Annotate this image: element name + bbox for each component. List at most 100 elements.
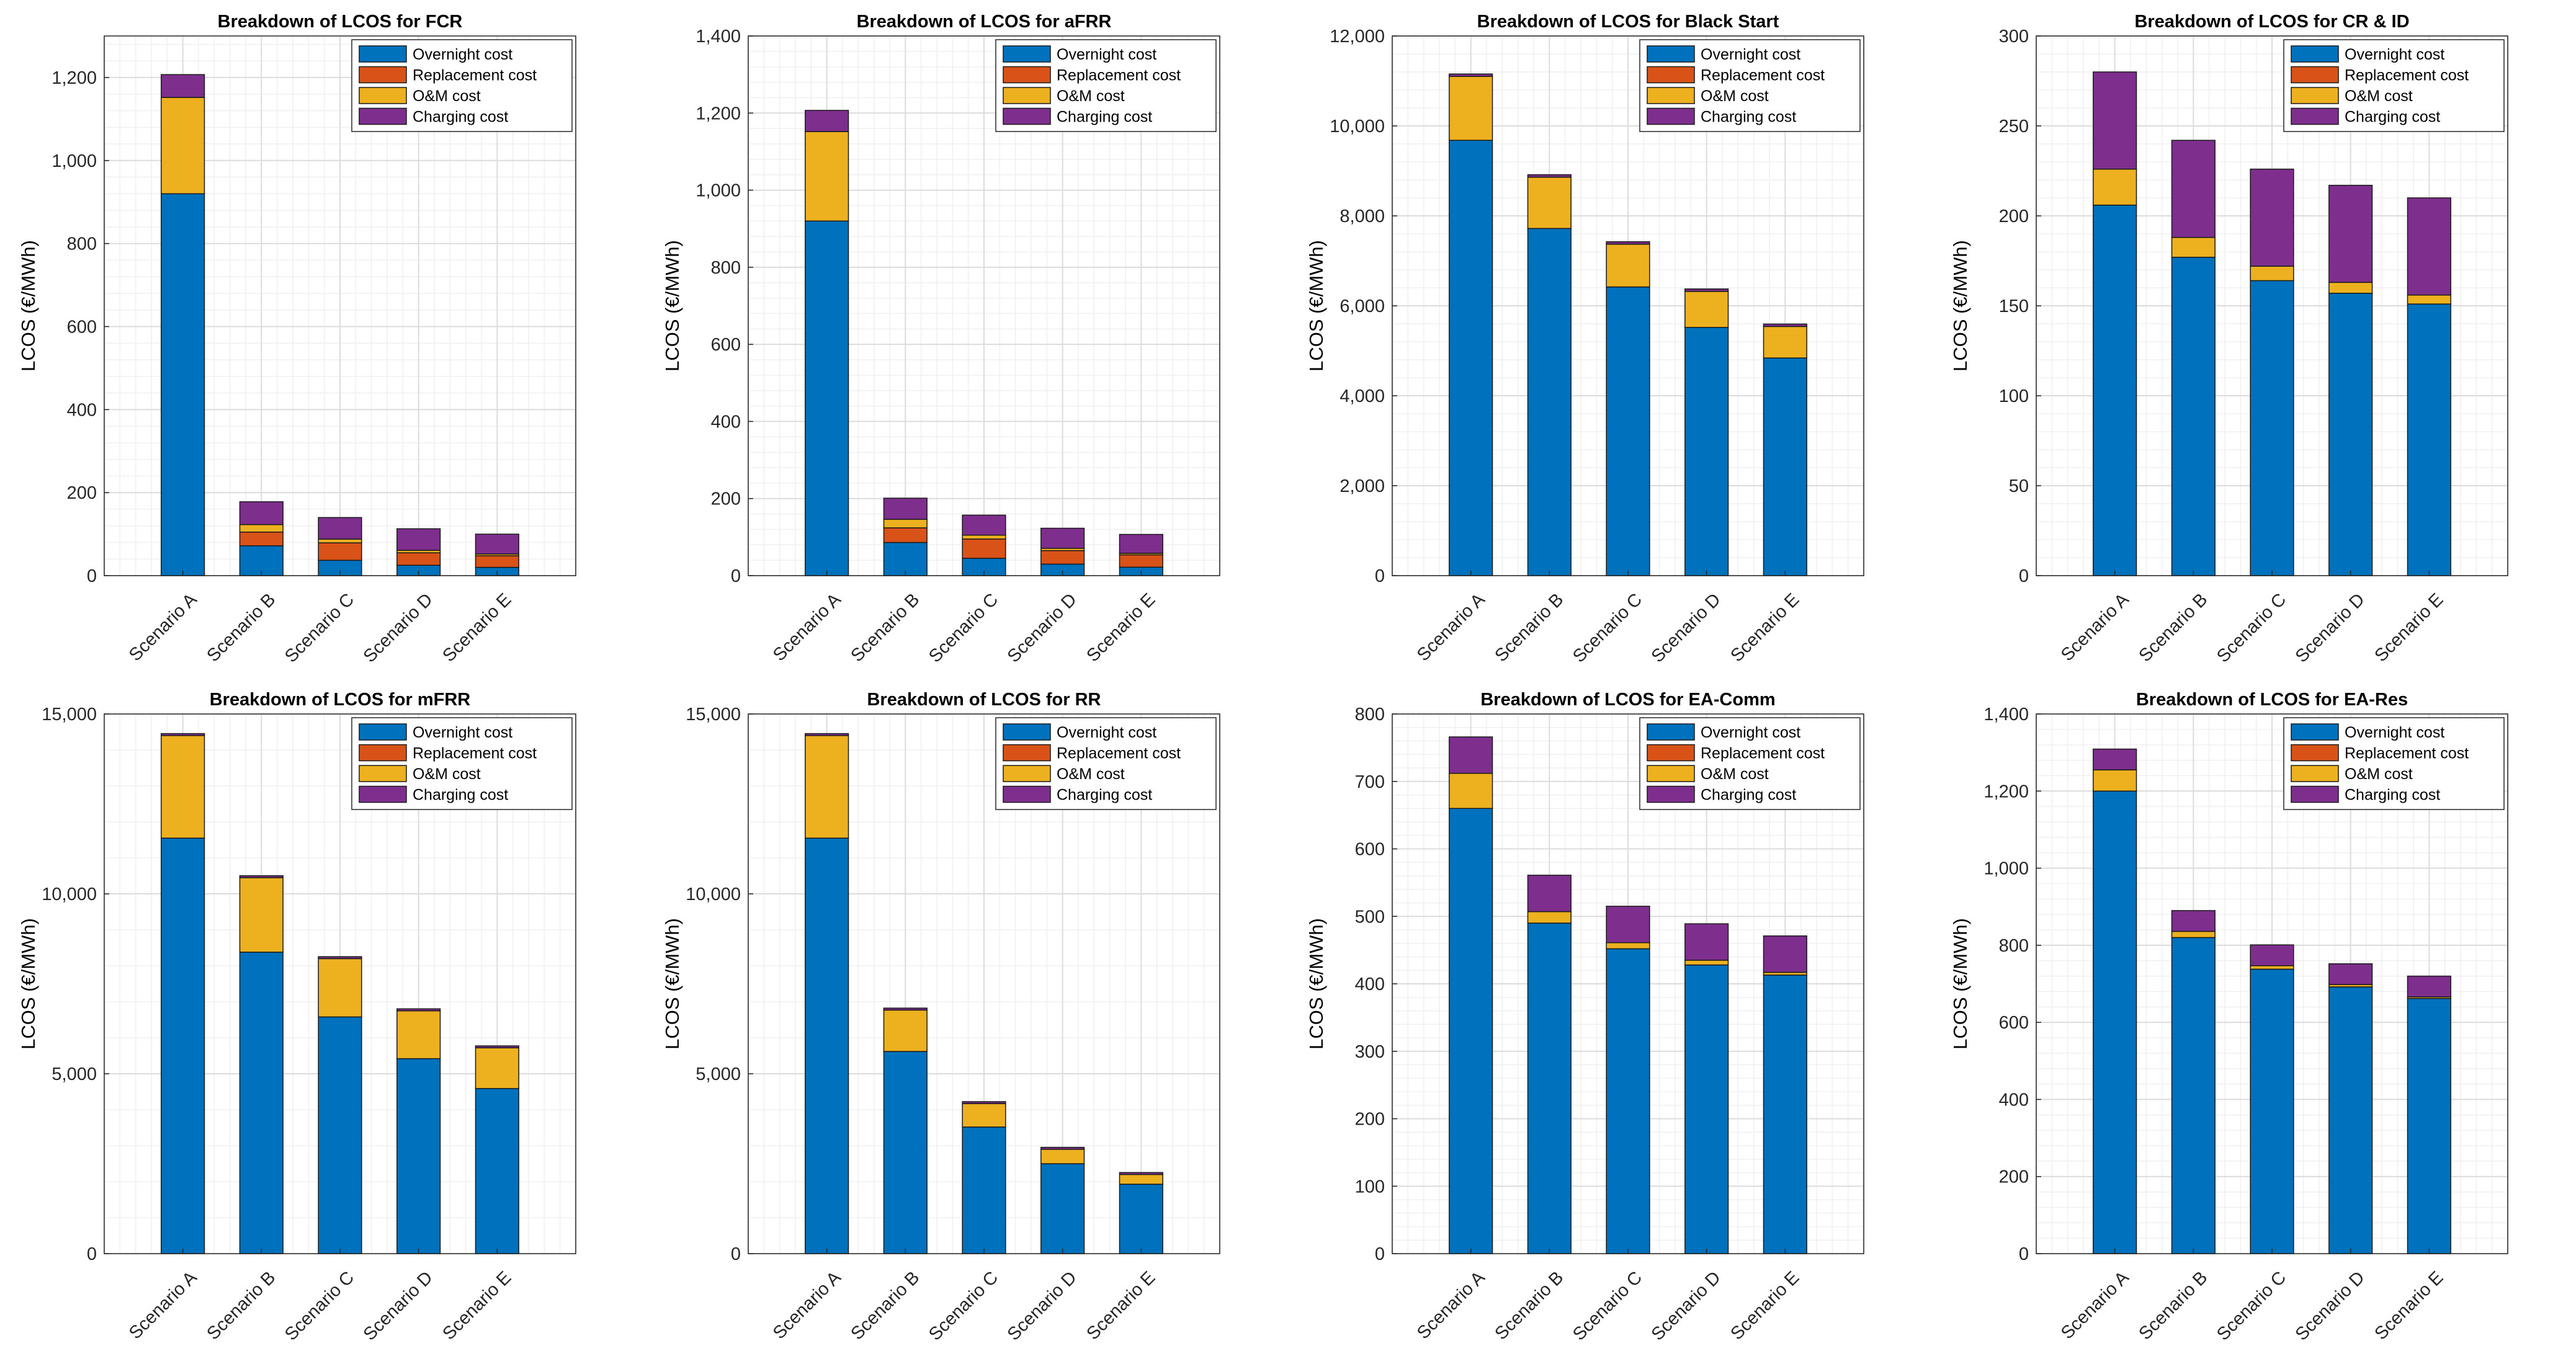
y-tick-label: 700 — [1355, 772, 1385, 792]
bar-segment-om — [2093, 168, 2137, 206]
bar-segment-replacement — [318, 542, 362, 561]
legend-label: Charging cost — [413, 109, 508, 126]
y-tick-label: 300 — [1999, 27, 2029, 47]
legend-label: O&M cost — [1057, 765, 1125, 783]
bar-segment-om — [161, 735, 205, 839]
legend-label: Overnight cost — [2345, 46, 2444, 63]
bar-segment-overnight — [161, 193, 205, 576]
legend-label: Charging cost — [2345, 109, 2440, 126]
bar-segment-charging — [1449, 736, 1493, 774]
chart-svg: Scenario A Scenario B Scenario C Scenario D… — [1949, 12, 2508, 667]
chart-panel: Scenario A Scenario B Scenario C Scenario D… — [0, 0, 644, 678]
legend-swatch-overnight — [1647, 723, 1695, 741]
x-tick-label: Scenario E — [439, 589, 515, 666]
bar-segment-om — [2407, 294, 2451, 305]
chart-svg: Scenario A Scenario B Scenario C Scenario D… — [1949, 690, 2508, 1345]
x-tick-label: Scenario C — [281, 589, 358, 666]
y-tick-label: 15,000 — [42, 705, 97, 725]
legend-label: O&M cost — [1057, 87, 1125, 105]
x-tick-label: Scenario B — [203, 589, 279, 666]
bar-segment-replacement — [396, 552, 441, 566]
bar-segment-replacement — [475, 555, 519, 568]
chart-panel: Scenario A Scenario B Scenario C Scenario D… — [1288, 678, 1932, 1356]
bar-segment-overnight — [161, 837, 205, 1254]
legend-label: Charging cost — [1057, 787, 1152, 804]
bar-segment-charging — [1527, 875, 1572, 912]
bar-segment-om — [1040, 1149, 1085, 1164]
bar-segment-om — [2250, 965, 2294, 970]
legend-swatch-overnight — [2291, 45, 2339, 63]
x-tick-label: Scenario C — [1569, 1267, 1646, 1344]
y-tick-label: 100 — [1999, 386, 2029, 406]
y-tick-label: 600 — [1355, 840, 1385, 860]
y-tick-label: 0 — [731, 1244, 741, 1264]
legend-label: Replacement cost — [2345, 67, 2469, 84]
x-tick-label: Scenario A — [125, 589, 201, 665]
y-tick-label: 200 — [67, 483, 97, 503]
bar-segment-charging — [2171, 910, 2216, 932]
bar-segment-charging — [318, 517, 362, 540]
legend-swatch-om — [1647, 765, 1695, 782]
bar-segment-charging — [396, 1008, 441, 1012]
y-tick-label: 10,000 — [1330, 117, 1385, 136]
x-tick-label: Scenario A — [2057, 589, 2133, 665]
chart-panel: Scenario A Scenario B Scenario C Scenario D… — [1932, 0, 2576, 678]
x-tick-label: Scenario A — [2057, 1267, 2133, 1343]
legend-label: O&M cost — [413, 765, 481, 783]
legend-label: Replacement cost — [413, 745, 537, 762]
chart-svg: Scenario A Scenario B Scenario C Scenario D… — [661, 12, 1220, 667]
bar-segment-charging — [2171, 140, 2216, 238]
y-tick-label: 5,000 — [51, 1064, 97, 1084]
bar-segment-charging — [962, 514, 1006, 536]
bar-segment-overnight — [805, 837, 849, 1254]
x-tick-label: Scenario C — [2213, 589, 2290, 666]
chart-title: Breakdown of LCOS for EA-Comm — [1480, 690, 1775, 710]
y-axis-label: LCOS (€/MWh) — [1949, 918, 1971, 1050]
legend-swatch-om — [359, 765, 407, 782]
y-tick-label: 0 — [1375, 566, 1385, 586]
bar-segment-charging — [239, 501, 284, 525]
bar-segment-charging — [1684, 923, 1729, 961]
legend-label: Overnight cost — [1057, 724, 1156, 741]
y-tick-label: 600 — [1999, 1013, 2029, 1033]
bar-segment-charging — [1763, 935, 1807, 973]
legend-label: O&M cost — [2345, 87, 2413, 105]
legend-swatch-overnight — [1003, 45, 1051, 63]
y-axis-label: LCOS (€/MWh) — [17, 918, 39, 1050]
x-tick-label: Scenario E — [1727, 1267, 1803, 1344]
bar-segment-charging — [1606, 906, 1650, 943]
legend-swatch-overnight — [2291, 723, 2339, 741]
bar-segment-charging — [1763, 323, 1807, 328]
chart-panel: Scenario A Scenario B Scenario C Scenario D… — [644, 678, 1288, 1356]
y-tick-label: 0 — [1375, 1244, 1385, 1264]
bar-segment-overnight — [2171, 937, 2216, 1254]
y-tick-label: 400 — [1355, 975, 1385, 994]
legend-swatch-overnight — [359, 45, 407, 63]
x-tick-label: Scenario A — [769, 1267, 845, 1343]
bar-segment-om — [161, 97, 205, 195]
legend-swatch-replacement — [359, 66, 407, 84]
y-tick-label: 4,000 — [1339, 386, 1385, 406]
bar-segment-overnight — [2093, 204, 2137, 576]
y-tick-label: 50 — [2009, 476, 2029, 496]
chart-panel: Scenario A Scenario B Scenario C Scenario D… — [1932, 678, 2576, 1356]
y-tick-label: 400 — [711, 412, 741, 432]
x-tick-label: Scenario E — [1083, 1267, 1159, 1344]
legend-swatch-om — [2291, 765, 2339, 782]
x-tick-label: Scenario B — [203, 1267, 279, 1344]
y-tick-label: 0 — [2019, 1244, 2029, 1264]
legend-swatch-replacement — [359, 744, 407, 762]
bar-segment-om — [2093, 769, 2137, 792]
bar-segment-om — [962, 535, 1006, 540]
legend-swatch-replacement — [1003, 66, 1051, 84]
legend-swatch-om — [1647, 87, 1695, 104]
bar-segment-charging — [1527, 174, 1572, 178]
legend-swatch-replacement — [1003, 744, 1051, 762]
legend-swatch-om — [1003, 87, 1051, 104]
y-tick-label: 100 — [1355, 1177, 1385, 1197]
bar-segment-charging — [1684, 288, 1729, 292]
legend-label: Replacement cost — [413, 67, 537, 84]
bar-segment-overnight — [1763, 975, 1807, 1254]
x-tick-label: Scenario C — [1569, 589, 1646, 666]
bar-segment-overnight — [1449, 140, 1493, 576]
